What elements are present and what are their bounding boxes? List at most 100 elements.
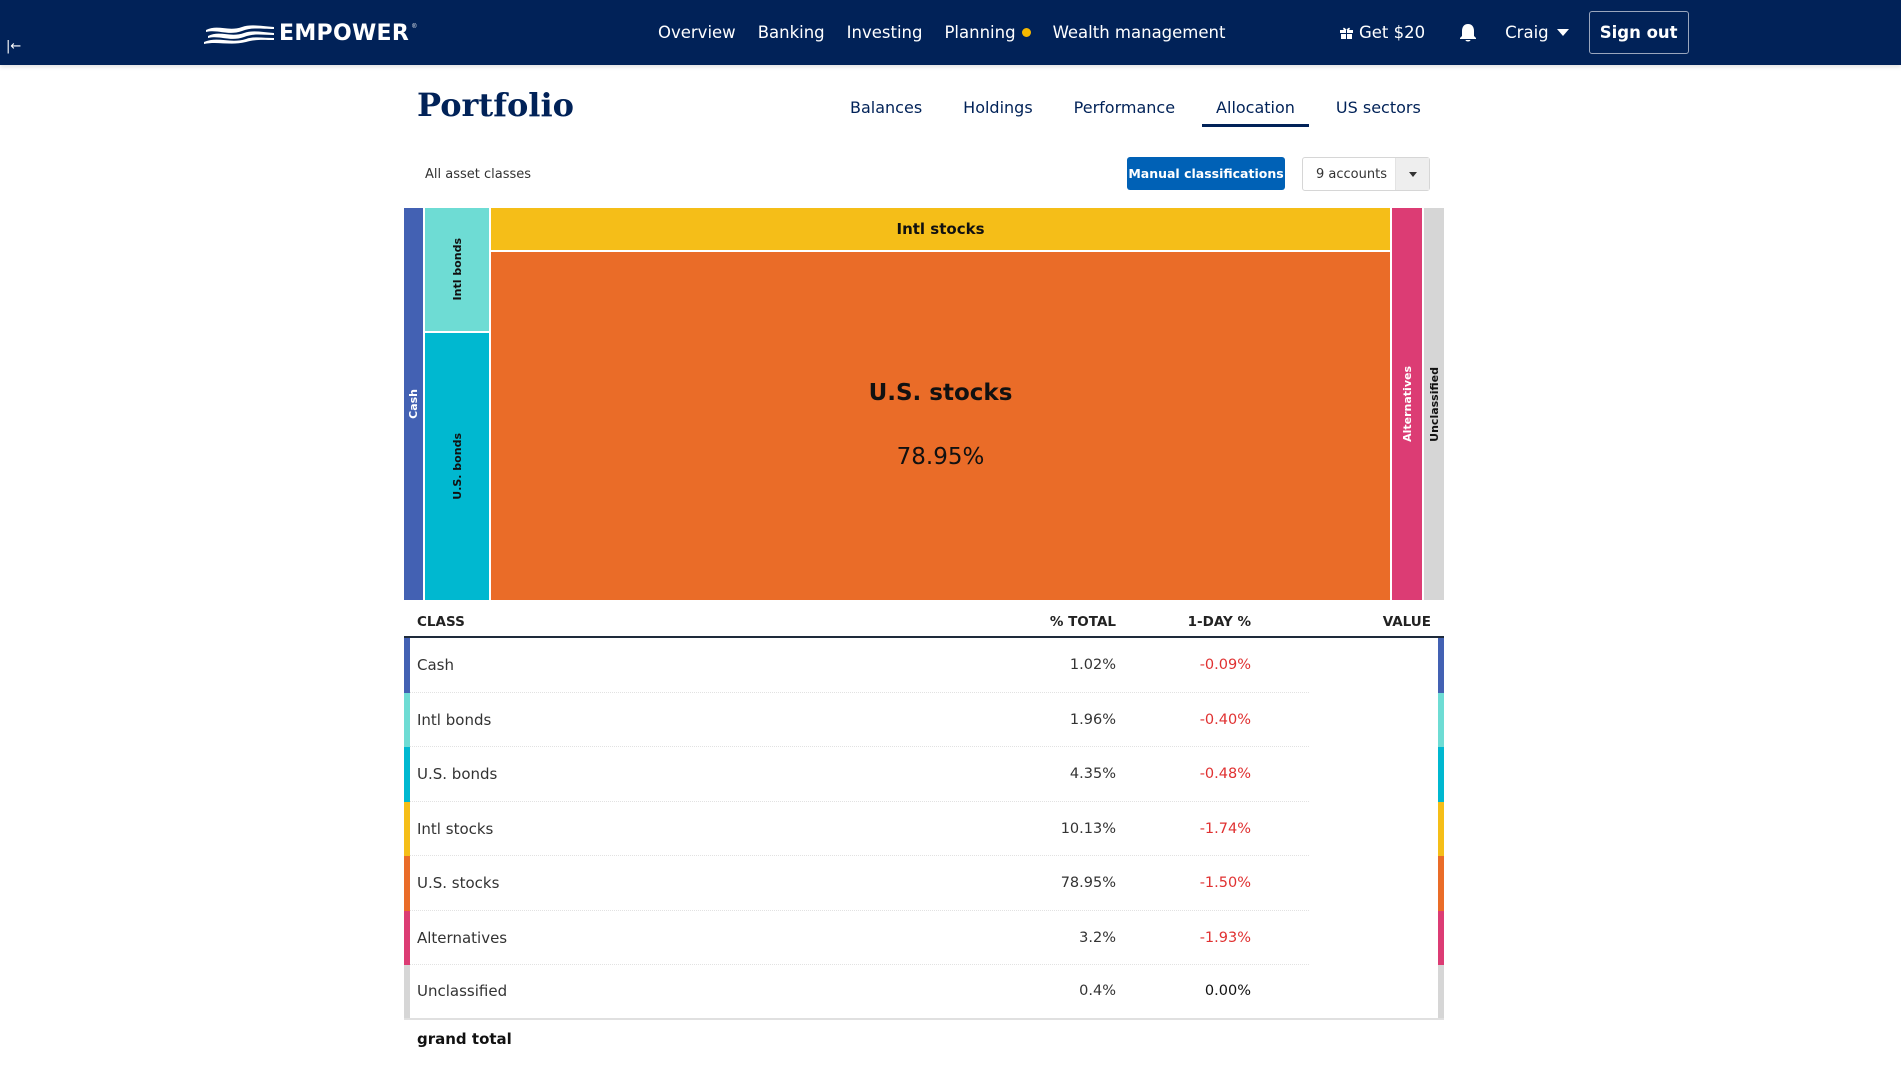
cell-pct-total: 78.95%: [1060, 875, 1116, 892]
collapse-left-icon[interactable]: |←: [6, 39, 22, 54]
user-name: Craig: [1505, 23, 1549, 42]
treemap-cell-intl-bonds[interactable]: Intl bonds: [425, 208, 489, 331]
accounts-select[interactable]: 9 accounts: [1302, 157, 1430, 191]
column-header-class[interactable]: CLASS: [417, 614, 465, 630]
nav-wealth-management[interactable]: Wealth management: [1053, 23, 1226, 42]
treemap-label: Alternatives: [1400, 366, 1414, 442]
cell-pct-total: 10.13%: [1060, 820, 1116, 837]
referral-label: Get $20: [1359, 23, 1426, 42]
row-divider: [410, 800, 1309, 802]
header-actions: Get $20 Craig Sign out: [1340, 0, 1689, 65]
nav-planning[interactable]: Planning: [944, 23, 1031, 42]
main-nav: Overview Banking Investing Planning Weal…: [658, 0, 1225, 65]
treemap-cell-us-bonds[interactable]: U.S. bonds: [425, 333, 489, 600]
page-title: Portfolio: [417, 86, 574, 124]
chevron-down-icon: [1556, 29, 1569, 36]
cell-class: Intl bonds: [417, 710, 492, 729]
treemap-cell-intl-stocks[interactable]: Intl stocks: [491, 208, 1390, 250]
column-header-one-day[interactable]: 1-DAY %: [1187, 614, 1251, 630]
allocation-treemap: Cash Intl bonds U.S. bonds Intl stocks U…: [404, 208, 1444, 600]
wave-logo-icon: [204, 24, 274, 44]
empower-logo[interactable]: EMPOWER ®: [204, 21, 417, 46]
manual-classifications-button[interactable]: Manual classifications: [1127, 157, 1285, 190]
cell-one-day: -0.48%: [1199, 766, 1251, 783]
cell-one-day: -0.09%: [1199, 657, 1251, 674]
table-row[interactable]: Alternatives 3.2% -1.93%: [404, 910, 1444, 965]
treemap-highlight-pct: 78.95%: [896, 444, 985, 470]
table-header: CLASS % TOTAL 1-DAY % VALUE: [404, 608, 1444, 638]
column-header-value[interactable]: VALUE: [1382, 614, 1431, 630]
cell-one-day: -1.50%: [1199, 875, 1251, 892]
class-color-bar: [404, 965, 410, 1018]
table-row[interactable]: Intl bonds 1.96% -0.40%: [404, 692, 1444, 747]
accounts-select-value: 9 accounts: [1316, 166, 1387, 182]
cell-one-day: -1.93%: [1199, 929, 1251, 946]
cell-class: Intl stocks: [417, 819, 494, 838]
column-header-pct-total[interactable]: % TOTAL: [1049, 614, 1116, 630]
class-color-bar: [1438, 801, 1444, 856]
row-divider: [410, 964, 1309, 965]
nav-investing[interactable]: Investing: [847, 23, 923, 42]
tab-us-sectors[interactable]: US sectors: [1335, 98, 1421, 117]
row-divider: [410, 691, 1309, 693]
nav-label: Banking: [757, 23, 825, 42]
nav-banking[interactable]: Banking: [758, 23, 825, 42]
cell-pct-total: 3.2%: [1079, 929, 1116, 946]
top-navigation-bar: |← EMPOWER ® Overview Banking Investing …: [0, 0, 1901, 65]
cell-one-day: -0.40%: [1199, 711, 1251, 728]
class-color-bar: [1438, 910, 1444, 965]
dropdown-arrow[interactable]: [1395, 158, 1429, 190]
class-color-bar: [404, 856, 410, 911]
cell-pct-total: 4.35%: [1069, 766, 1116, 783]
nav-overview[interactable]: Overview: [658, 23, 736, 42]
treemap-highlight: U.S. stocks 78.95%: [869, 380, 1013, 470]
portfolio-tabs: Balances Holdings Performance Allocation…: [836, 90, 1448, 127]
treemap-cell-unclassified[interactable]: Unclassified: [1424, 208, 1444, 600]
tab-allocation[interactable]: Allocation: [1202, 90, 1309, 127]
table-row[interactable]: U.S. bonds 4.35% -0.48%: [404, 747, 1444, 802]
class-color-bar: [1438, 747, 1444, 802]
cell-class: U.S. bonds: [417, 765, 498, 784]
bell-icon: [1460, 23, 1477, 41]
table-row[interactable]: Cash 1.02% -0.09%: [404, 638, 1444, 693]
table-row[interactable]: U.S. stocks 78.95% -1.50%: [404, 856, 1444, 911]
notifications-button[interactable]: [1459, 23, 1477, 43]
class-color-bar: [1438, 856, 1444, 911]
treemap-cell-alternatives[interactable]: Alternatives: [1392, 208, 1422, 600]
treemap-cell-us-stocks[interactable]: U.S. stocks 78.95%: [491, 252, 1390, 600]
row-divider: [410, 746, 1309, 747]
user-menu[interactable]: Craig: [1505, 23, 1569, 42]
gift-icon: [1340, 27, 1353, 39]
cell-class: Unclassified: [417, 982, 508, 1001]
cell-one-day: 0.00%: [1204, 983, 1251, 1000]
brand-name: EMPOWER: [279, 21, 410, 46]
table-row[interactable]: Intl stocks 10.13% -1.74%: [404, 801, 1444, 856]
nav-label: Planning: [944, 23, 1016, 42]
tab-performance[interactable]: Performance: [1073, 98, 1176, 117]
allocation-table: CLASS % TOTAL 1-DAY % VALUE Cash 1.02% -0.…: [404, 608, 1444, 1020]
grand-total-label: grand total: [417, 1030, 512, 1048]
treemap-label: U.S. bonds: [450, 433, 464, 500]
class-color-bar: [404, 692, 410, 747]
cell-class: U.S. stocks: [417, 874, 500, 893]
breadcrumb-asset-classes[interactable]: All asset classes: [425, 167, 532, 182]
class-color-bar: [404, 910, 410, 965]
caret-down-icon: [1408, 171, 1417, 177]
class-color-bar: [1438, 692, 1444, 747]
nav-label: Wealth management: [1052, 23, 1226, 42]
tab-holdings[interactable]: Holdings: [963, 98, 1033, 117]
notification-dot: [1021, 28, 1031, 37]
cell-pct-total: 1.96%: [1069, 711, 1116, 728]
class-color-bar: [404, 638, 410, 693]
table-row[interactable]: Unclassified 0.4% 0.00%: [404, 965, 1444, 1020]
treemap-label: Cash: [407, 389, 420, 419]
sign-out-button[interactable]: Sign out: [1588, 11, 1689, 54]
class-color-bar: [1438, 638, 1444, 693]
treemap-label: Intl bonds: [450, 238, 464, 301]
treemap-cell-cash[interactable]: Cash: [404, 208, 423, 600]
referral-link[interactable]: Get $20: [1340, 23, 1425, 42]
class-color-bar: [1438, 965, 1444, 1018]
class-color-bar: [404, 747, 410, 802]
cell-one-day: -1.74%: [1199, 820, 1251, 837]
tab-balances[interactable]: Balances: [850, 98, 923, 117]
